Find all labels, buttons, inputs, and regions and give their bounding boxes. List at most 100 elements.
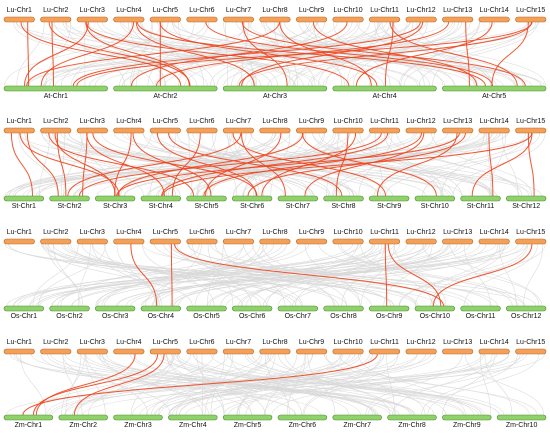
chromosome-bar-lu [3,127,35,134]
synteny-link-red [465,21,470,87]
chromosome-label: Os-Chr9 [376,313,403,320]
highlight-links [22,353,378,416]
background-link [148,132,498,197]
synteny-link-red [238,21,532,87]
chromosome-label: Os-Chr3 [102,313,129,320]
background-link [378,21,524,87]
background-link [175,353,263,416]
background-link [292,243,504,307]
chromosome-bar-lu [186,238,218,245]
synteny-panel-1: Lu-Chr1 Lu-Chr2 Lu-Chr3 Lu-Chr4 Lu-Chr5 Lu-Ch… [3,7,547,100]
background-link [358,132,393,197]
chromosome-bar-species [332,414,382,421]
synteny-link-red [376,132,458,197]
chromosome-bar-species [442,414,492,421]
chromosome-bar-species [277,414,328,421]
synteny-link-red [78,132,382,197]
chromosome-bar-species [95,195,136,202]
background-link [266,353,474,416]
background-link [338,353,530,416]
chromosome-label: Lu-Chr13 [443,229,472,236]
background-link [70,21,162,87]
synteny-link-red [27,21,30,87]
background-link [178,243,379,307]
chromosome-label: Lu-Chr8 [262,229,287,236]
chromosome-bar-species [140,305,182,312]
chromosome-label: Lu-Chr5 [153,339,178,346]
background-link [463,243,491,307]
synteny-panel-2: Lu-Chr1 Lu-Chr2 Lu-Chr3 Lu-Chr4 Lu-Chr5 Lu-Ch… [3,118,547,210]
chromosome-label: Lu-Chr14 [480,339,509,346]
chromosome-label: Zm-Chr8 [398,422,426,429]
background-link [60,21,169,87]
synteny-link-red [76,21,533,87]
chromosome-label: Lu-Chr14 [480,229,509,236]
background-link [399,243,527,307]
background-link [452,132,546,197]
background-link [39,132,281,197]
chromosome-bar-lu [149,348,181,355]
chromosome-label: Os-Chr6 [239,313,266,320]
background-link [61,132,65,197]
chromosome-label: Lu-Chr6 [189,118,214,125]
chromosome-bar-lu [295,238,328,245]
background-link [365,353,463,416]
background-link [323,353,538,416]
chromosome-bar-species [3,414,54,421]
synteny-link-red [82,132,88,197]
chromosome-bar-lu [3,348,35,355]
chromosome-label: St-Chr2 [57,203,81,210]
synteny-link-red [261,132,357,197]
background-link [177,353,266,416]
chromosome-bar-lu [222,127,254,134]
synteny-link-red [73,353,165,416]
background-link [463,243,538,307]
background-link [4,21,135,87]
background-link [131,21,215,87]
chromosome-label: Lu-Chr15 [516,7,545,14]
chromosome-label: Lu-Chr2 [43,339,68,346]
chromosome-bar-lu [186,127,218,134]
background-link [104,243,162,307]
background-link [501,132,519,197]
background-link [69,21,297,87]
background-links [4,243,546,307]
background-link [172,21,278,87]
background-link [62,353,171,416]
background-link [153,243,261,307]
chromosome-label: Lu-Chr3 [80,229,105,236]
synteny-link-red [85,21,350,87]
background-link [50,353,413,416]
chromosome-bar-species [140,195,182,202]
background-link [122,21,338,87]
background-link [188,243,473,307]
synteny-link-red [40,21,134,87]
synteny-link-red [48,132,195,197]
background-link [46,353,261,416]
chromosome-label: Lu-Chr6 [189,7,214,14]
background-link [101,243,254,307]
background-link [17,243,353,307]
chromosome-label: At-Chr1 [44,93,68,100]
chromosome-bar-lu [515,16,547,23]
background-link [264,353,290,416]
chromosome-label: St-Chr4 [149,203,173,210]
background-link [40,243,394,307]
chromosome-bar-species [232,305,273,312]
synteny-link-red [162,132,533,197]
background-link [286,353,306,416]
chromosome-bar-lu [368,238,401,245]
chromosome-bar-lu [76,16,108,23]
chromosome-label: Zm-Chr2 [69,422,97,429]
background-link [60,243,200,307]
chromosome-label: Zm-Chr7 [343,422,371,429]
background-link [396,132,520,197]
background-link [16,21,45,87]
chromosome-bar-species [49,305,90,312]
synteny-link-red [156,132,257,197]
synteny-link-red [304,132,425,197]
chromosome-label: Lu-Chr5 [153,118,178,125]
chromosome-bar-lu [515,127,547,134]
chromosome-bar-lu [478,348,510,355]
